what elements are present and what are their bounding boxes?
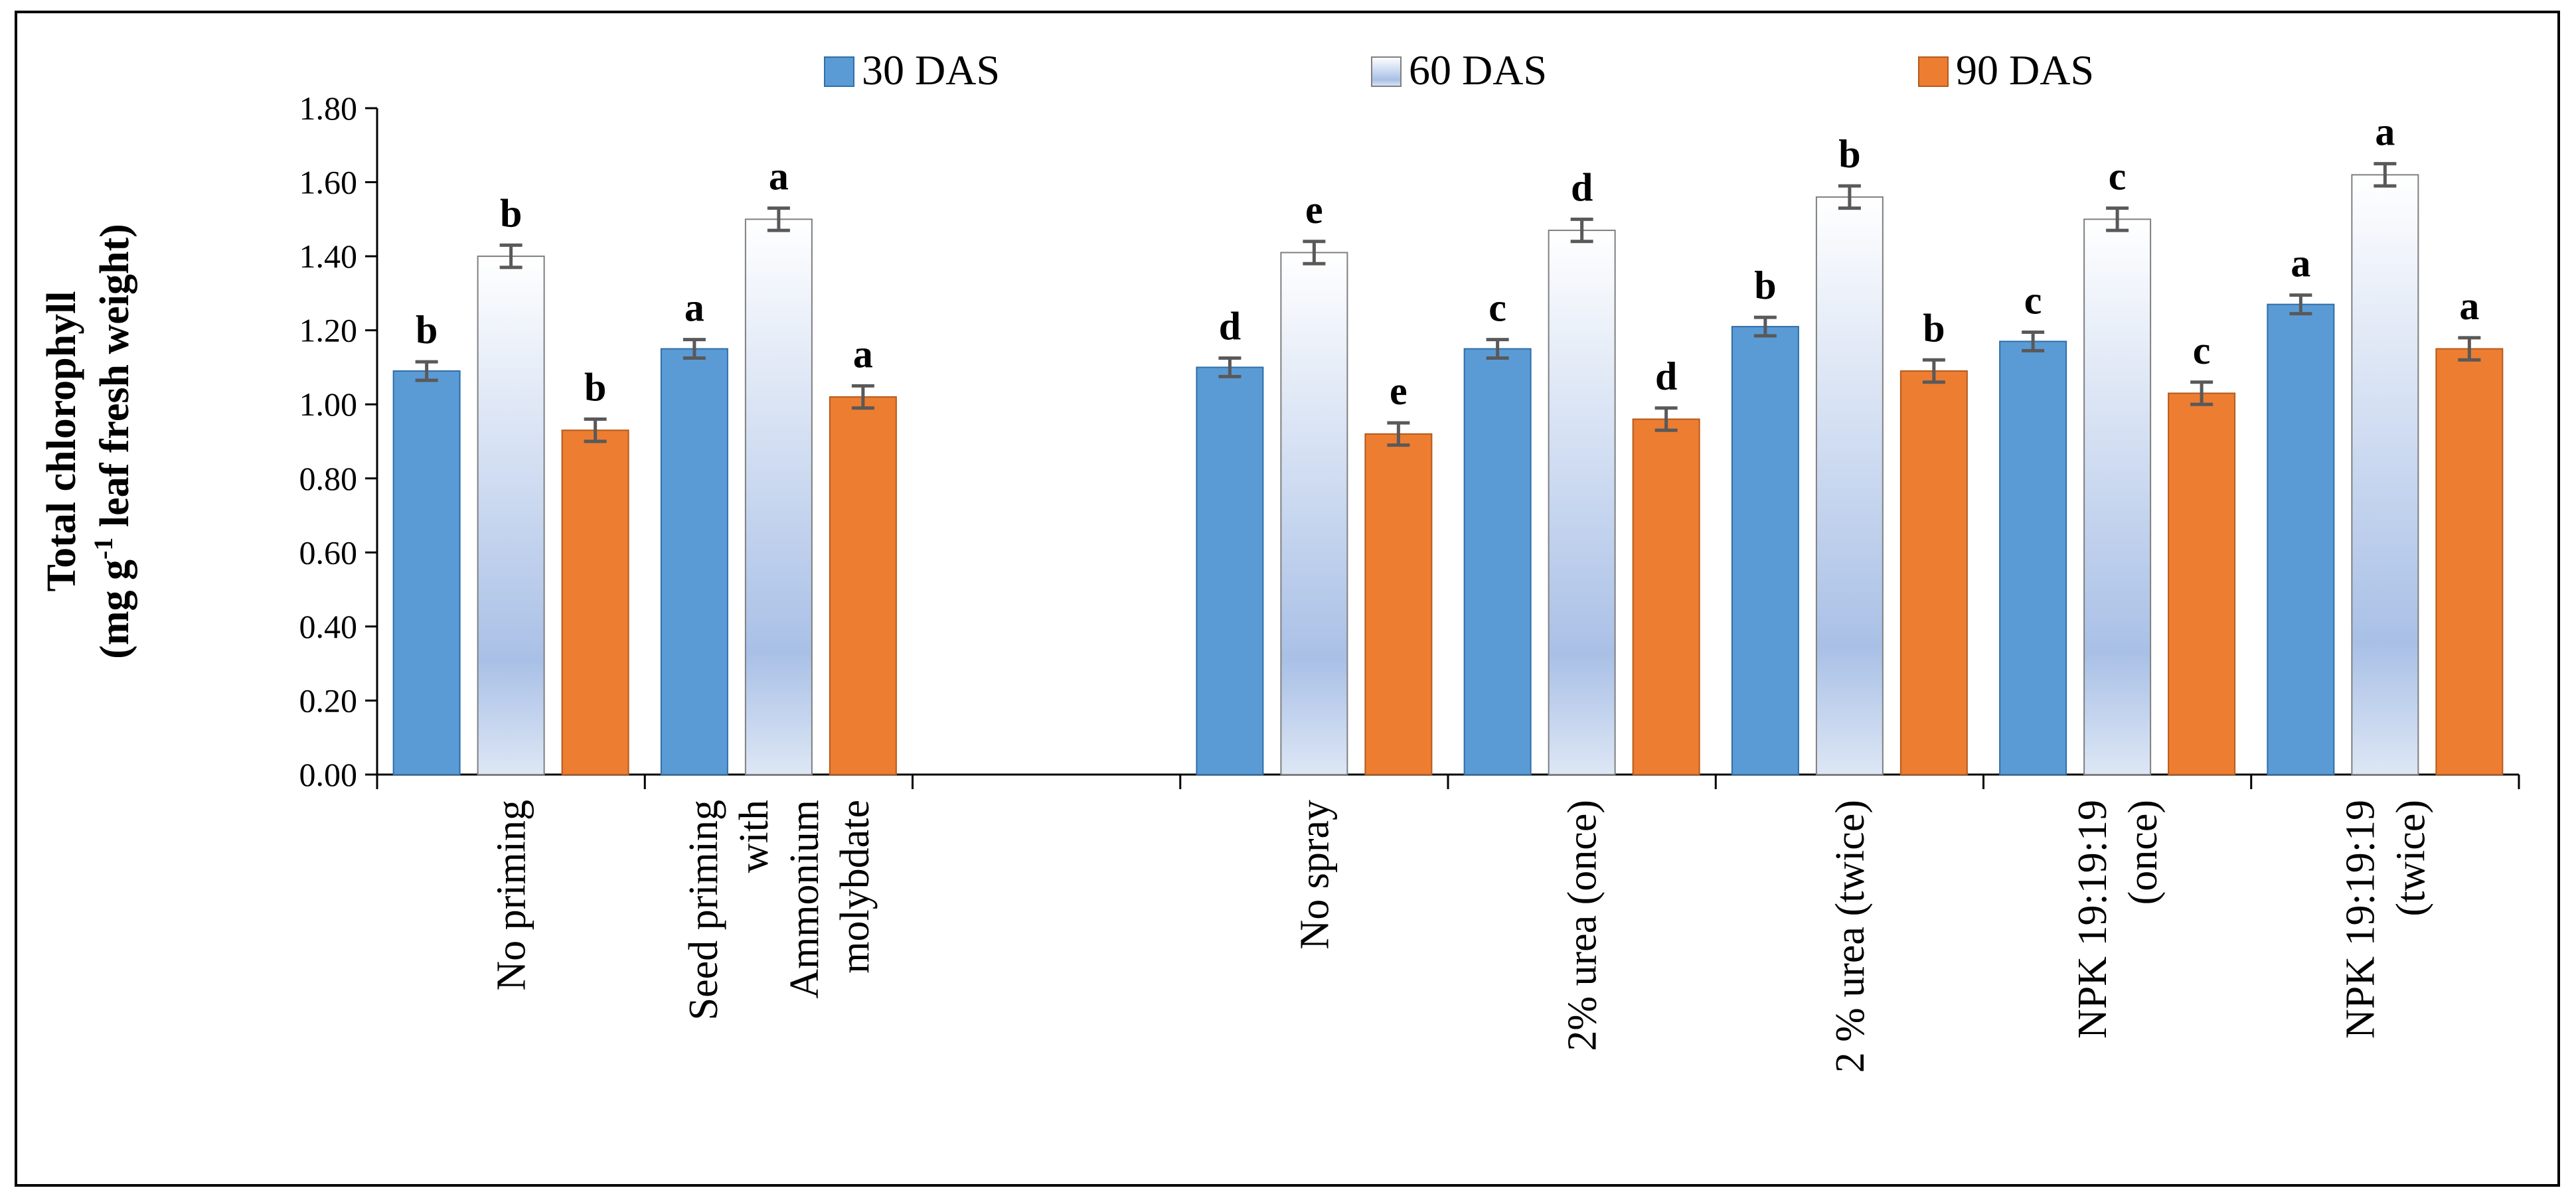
y-tick-label: 1.20 <box>299 312 358 349</box>
significance-letter: b <box>1923 306 1945 350</box>
bar-30-das <box>1731 326 1799 776</box>
bar-30-das <box>2267 303 2335 776</box>
significance-letter: a <box>2375 110 2395 154</box>
x-category-label-line: (twice) <box>2388 800 2433 917</box>
significance-letter: c <box>2024 278 2042 322</box>
bar-30-das <box>660 348 728 775</box>
bar-60-das <box>477 256 545 776</box>
x-category-label: NPK 19:19:19 (twice) <box>2338 800 2433 1039</box>
y-axis-title-prefix: (mg g <box>92 560 137 659</box>
y-axis-title-group: Total chlorophyll(mg g-1 leaf fresh weig… <box>39 224 137 658</box>
significance-letter: b <box>500 191 522 235</box>
x-category-label-line: 2 % urea (twice) <box>1828 800 1873 1073</box>
significance-letter: e <box>1390 369 1408 413</box>
legend-swatch-90-das <box>1918 56 1949 87</box>
y-tick-label: 0.80 <box>299 460 358 497</box>
y-tick-label: 0.60 <box>299 534 358 571</box>
x-category-label: No priming <box>489 800 534 991</box>
bar-90-das <box>1632 418 1700 775</box>
bar-60-das <box>1280 252 1348 775</box>
y-tick-label: 1.40 <box>299 238 358 275</box>
x-category-label-line: 2% urea (once) <box>1560 800 1605 1051</box>
legend-swatch-30-das <box>824 56 854 87</box>
x-category-label-line: with <box>732 800 777 873</box>
bar-90-das <box>2435 348 2504 775</box>
significance-letter: d <box>1655 354 1677 398</box>
bar-60-das <box>2083 218 2152 776</box>
x-category-label: 2% urea (once) <box>1560 800 1605 1051</box>
legend-label: 30 DAS <box>862 46 1000 94</box>
significance-letter: a <box>684 286 704 330</box>
x-category-label-line: (once) <box>2121 800 2166 905</box>
bar-30-das <box>1463 348 1532 775</box>
bar-60-das <box>2351 174 2419 775</box>
significance-letter: c <box>1489 286 1506 330</box>
x-category-label: Seed priming with Ammonium molybdate <box>681 800 878 1020</box>
significance-letter: e <box>1305 188 1323 232</box>
bar-90-das <box>561 429 629 775</box>
y-tick-label: 1.80 <box>299 90 358 127</box>
y-axis-title: Total chlorophyll(mg g-1 leaf fresh weig… <box>39 224 137 658</box>
y-tick-label: 0.00 <box>299 756 358 793</box>
bar-90-das <box>829 396 897 775</box>
bar-60-das <box>744 218 813 776</box>
significance-letter: d <box>1219 305 1241 348</box>
significance-letter: c <box>2193 329 2211 372</box>
x-category-label-line: molybdate <box>833 800 878 974</box>
bar-60-das <box>1815 196 1884 776</box>
x-category-label: NPK 19:19:19 (once) <box>2070 800 2166 1039</box>
category-labels: No priming Seed priming with Ammonium molybd… <box>489 800 2434 1073</box>
significance-letter: a <box>2459 284 2479 328</box>
bar-90-das <box>1899 370 1968 775</box>
x-category-label-line: No priming <box>489 800 534 991</box>
bar-60-das <box>1548 230 1616 776</box>
x-category-label-line: NPK 19:19:19 <box>2338 800 2383 1039</box>
bar-90-das <box>1364 433 1433 775</box>
bar-30-das <box>1999 340 2067 775</box>
x-category-label-line: Seed priming <box>681 800 726 1020</box>
x-category-label-line: Ammonium <box>782 800 827 999</box>
axes: 0.00 0.20 0.40 0.60 0.80 1.00 1.20 1.40 1.60 1.80 <box>299 90 2520 793</box>
significance-letter: c <box>2109 155 2127 198</box>
legend: 30 DAS 60 DAS 90 DAS <box>824 46 2094 94</box>
y-tick-label: 0.40 <box>299 608 358 645</box>
bar-30-das <box>1196 366 1264 775</box>
x-category-label: No spray <box>1292 800 1337 950</box>
x-category-label-line: NPK 19:19:19 <box>2070 800 2115 1039</box>
y-axis-title-superscript: -1 <box>88 538 118 560</box>
y-tick-label: 1.00 <box>299 386 358 423</box>
bar-90-das <box>2168 392 2236 775</box>
legend-label: 60 DAS <box>1409 46 1547 94</box>
legend-swatch-60-das <box>1371 56 1402 87</box>
significance-letter: b <box>1754 263 1776 307</box>
y-tick-label: 1.60 <box>299 164 358 201</box>
significance-letter: b <box>416 308 438 352</box>
legend-label: 90 DAS <box>1956 46 2094 94</box>
significance-letter: d <box>1571 165 1593 209</box>
y-tick-label: 0.20 <box>299 682 358 719</box>
bars: b b b a a a d e e c d d b b b c c c a a a <box>392 110 2504 776</box>
y-axis-title-suffix: leaf fresh weight) <box>92 224 137 537</box>
significance-letter: a <box>2291 242 2310 285</box>
y-axis-title-line2: (mg g-1 leaf fresh weight) <box>88 224 137 658</box>
significance-letter: a <box>769 155 789 198</box>
significance-letter: b <box>584 366 606 410</box>
y-axis-title-line1: Total chlorophyll <box>39 291 84 591</box>
x-category-label-line: No spray <box>1292 800 1337 950</box>
significance-letter: a <box>853 332 873 376</box>
bar-30-das <box>392 370 461 775</box>
x-category-label: 2 % urea (twice) <box>1828 800 1873 1073</box>
significance-letter: b <box>1838 132 1860 176</box>
